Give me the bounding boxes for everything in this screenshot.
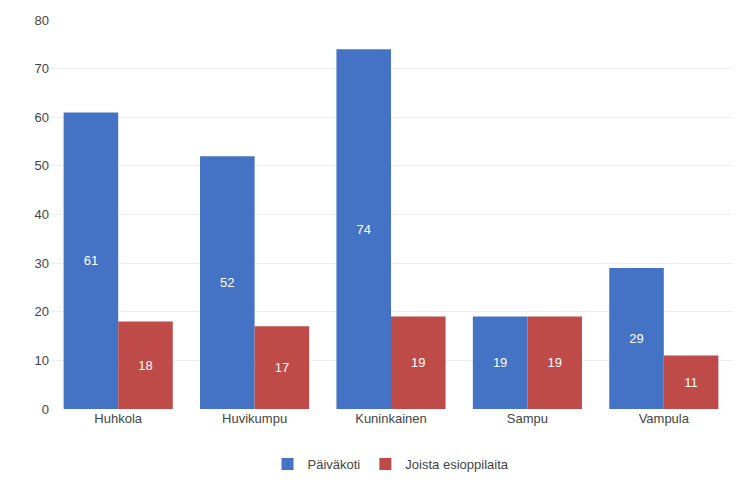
svg-text:10: 10: [35, 353, 49, 368]
svg-text:30: 30: [35, 256, 49, 271]
svg-text:Sampu: Sampu: [507, 411, 548, 426]
svg-text:70: 70: [35, 61, 49, 76]
svg-text:52: 52: [220, 275, 234, 290]
svg-text:Huvikumpu: Huvikumpu: [222, 411, 287, 426]
svg-text:19: 19: [547, 355, 561, 370]
svg-text:60: 60: [35, 110, 49, 125]
svg-text:19: 19: [411, 355, 425, 370]
svg-text:Joista esioppilaita: Joista esioppilaita: [405, 457, 508, 472]
svg-text:11: 11: [684, 375, 698, 390]
svg-text:29: 29: [629, 331, 643, 346]
svg-text:74: 74: [356, 222, 370, 237]
svg-text:18: 18: [138, 358, 152, 373]
svg-text:61: 61: [84, 253, 98, 268]
svg-text:Vampula: Vampula: [639, 411, 690, 426]
svg-text:50: 50: [35, 158, 49, 173]
svg-text:Kuninkainen: Kuninkainen: [355, 411, 427, 426]
svg-text:Päiväkoti: Päiväkoti: [308, 457, 361, 472]
svg-text:0: 0: [42, 402, 49, 417]
svg-text:20: 20: [35, 304, 49, 319]
svg-text:17: 17: [275, 360, 289, 375]
svg-text:80: 80: [35, 13, 49, 28]
svg-text:Huhkola: Huhkola: [94, 411, 142, 426]
svg-text:19: 19: [493, 355, 507, 370]
svg-text:40: 40: [35, 207, 49, 222]
